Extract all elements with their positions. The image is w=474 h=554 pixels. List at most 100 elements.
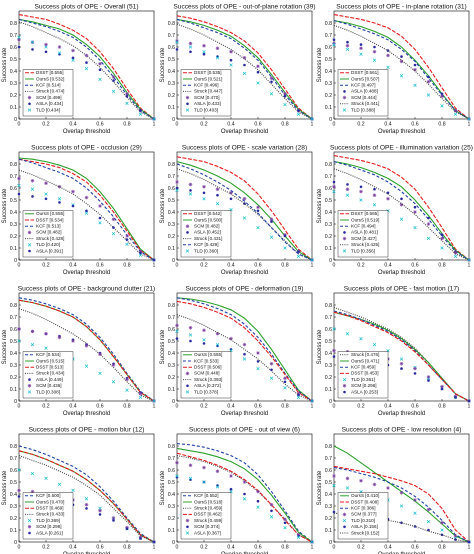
chart-title: Success plots of OPE - occlusion (29) (31, 145, 142, 152)
data-point (98, 513, 102, 516)
data-point (269, 376, 274, 380)
data-point (399, 59, 404, 64)
data-point (283, 517, 287, 521)
data-point (332, 483, 336, 488)
data-point (175, 186, 179, 190)
y-tick-label: 0.2 (325, 516, 332, 522)
data-point (399, 74, 404, 78)
data-point (283, 92, 287, 96)
data-point (152, 540, 156, 544)
legend-label: DSST [0.462] (194, 512, 222, 517)
data-point (372, 58, 377, 62)
series-line (18, 169, 155, 261)
data-point (125, 242, 129, 247)
x-tick-label: 1 (153, 545, 156, 551)
legend-swatch (342, 512, 347, 517)
data-point (30, 187, 35, 191)
legend-label: KCF [0.386] (351, 506, 376, 511)
x-tick-label: 0.8 (281, 404, 288, 410)
y-tick-label: 0.1 (325, 528, 332, 534)
legend (180, 351, 232, 399)
data-point (98, 506, 102, 511)
x-tick-label: 0.4 (69, 545, 76, 551)
x-tick-label: 1 (468, 545, 471, 551)
x-tick-label: 1 (153, 404, 156, 410)
data-point (256, 366, 260, 371)
y-tick-label: 0.3 (325, 222, 332, 228)
y-tick-label: 0.1 (168, 528, 175, 534)
data-point (359, 479, 363, 483)
y-tick-label: 0.8 (10, 21, 17, 27)
data-point (112, 226, 115, 229)
legend-label: ASLA [0.433] (194, 101, 221, 106)
data-point (296, 535, 301, 539)
legend-swatch (343, 525, 346, 529)
legend-label: DSST [0.513] (36, 365, 64, 370)
y-tick-label: 0.2 (10, 93, 17, 99)
legend-label: TLD [0.361] (351, 377, 375, 382)
legend-label: ASLA [0.372] (194, 383, 221, 388)
x-tick-label: 0.8 (281, 122, 288, 128)
data-point (30, 342, 35, 347)
y-tick-label: 0.3 (168, 81, 175, 87)
y-tick-label: 0.4 (10, 210, 17, 216)
data-point (345, 47, 350, 52)
x-tick-label: 0.6 (411, 122, 418, 128)
legend-swatch (185, 224, 190, 228)
x-tick-label: 0.4 (384, 404, 391, 410)
legend-label: Struck [0.152] (351, 530, 379, 535)
legend-label: KCF [0.496] (194, 83, 219, 88)
legend-label: Struck [0.474] (36, 89, 64, 94)
legend-label: OursS [0.555] (36, 211, 64, 216)
x-axis-label: Overlap threshold (378, 270, 425, 276)
y-tick-label: 0.8 (10, 162, 17, 168)
data-point (31, 48, 34, 51)
x-tick-label: 0.4 (227, 263, 234, 269)
data-point (359, 336, 363, 341)
data-point (256, 64, 260, 68)
data-point (296, 112, 301, 116)
x-tick-label: 0.8 (438, 545, 445, 551)
data-point (346, 40, 349, 44)
data-point (189, 50, 192, 54)
legend-swatch (342, 95, 347, 100)
x-tick-label: 0 (333, 404, 336, 410)
data-point (84, 66, 89, 71)
data-point (413, 366, 417, 371)
x-tick-label: 0.6 (411, 263, 418, 269)
x-tick-label: 1 (311, 263, 314, 269)
data-point (399, 357, 404, 361)
data-point (188, 476, 193, 481)
series-line (333, 161, 470, 261)
data-point (98, 352, 102, 356)
x-axis-label: Overlap threshold (63, 129, 110, 135)
data-point (98, 62, 102, 66)
x-tick-label: 0.2 (42, 122, 49, 128)
x-tick-label: 0.6 (96, 122, 103, 128)
data-point (256, 505, 260, 509)
data-point (346, 183, 349, 186)
data-point (57, 197, 62, 201)
y-tick-label: 0.7 (168, 174, 175, 180)
x-tick-label: 0.2 (42, 404, 49, 410)
data-point (189, 339, 192, 343)
y-tick-label: 0.1 (168, 387, 175, 393)
series-line (176, 15, 313, 120)
data-point (138, 395, 143, 400)
legend-label: OursS [0.555] (194, 352, 222, 357)
data-point (98, 216, 102, 220)
series-line (176, 18, 313, 120)
data-point (215, 187, 220, 191)
data-point (175, 329, 179, 334)
data-point (386, 53, 390, 58)
y-tick-label: 0.6 (325, 45, 332, 51)
legend-label: KCF [0.497] (351, 83, 376, 88)
data-point (229, 474, 233, 478)
data-point (270, 368, 273, 372)
y-tick-label: 0.6 (325, 468, 332, 474)
data-point (202, 480, 206, 484)
y-tick-label: 0.1 (325, 246, 332, 252)
data-point (426, 236, 431, 241)
data-point (98, 371, 102, 376)
data-point (188, 326, 193, 330)
